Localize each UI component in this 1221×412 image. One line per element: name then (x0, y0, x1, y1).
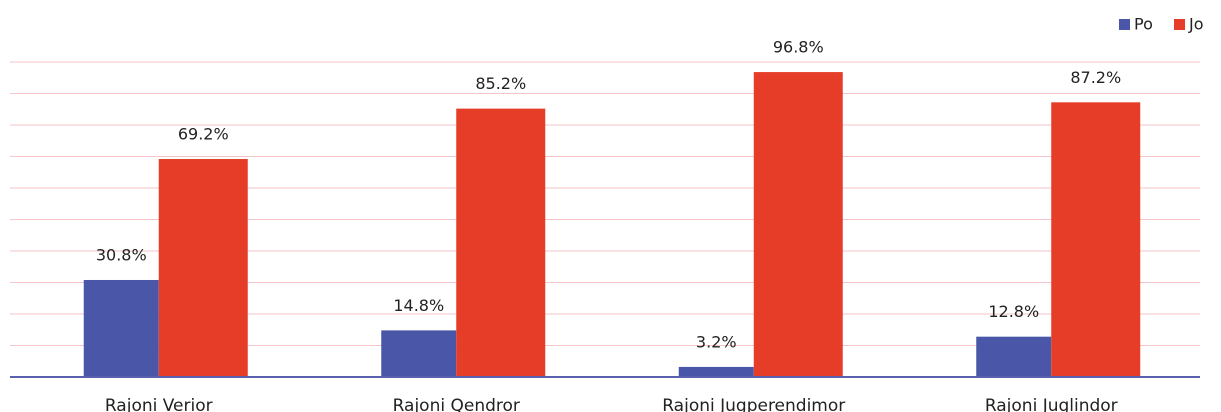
bar (1051, 102, 1141, 377)
data-label: 85.2% (475, 74, 526, 93)
data-label: 87.2% (1070, 68, 1121, 87)
x-tick-label: Rajoni Jugperendimor (662, 396, 845, 412)
bar (456, 108, 546, 378)
legend-label: Po (1134, 15, 1153, 34)
x-tick-label: Rajoni Juglindor (985, 396, 1118, 412)
x-tick-label: Rajoni Verior (105, 396, 213, 412)
data-label: 14.8% (393, 296, 444, 315)
data-label: 96.8% (773, 38, 824, 57)
bar (158, 159, 248, 377)
legend-label: Jo (1188, 15, 1204, 34)
bar (753, 72, 843, 377)
x-tick-label: Rajoni Qendror (393, 396, 520, 412)
legend-swatch (1119, 19, 1130, 30)
data-label: 69.2% (178, 125, 229, 144)
bar (678, 366, 754, 377)
data-label: 12.8% (988, 302, 1039, 321)
legend-swatch (1174, 19, 1185, 30)
bar (381, 330, 457, 377)
bar (976, 336, 1052, 377)
bar (83, 279, 159, 377)
data-label: 30.8% (96, 245, 147, 264)
data-label: 3.2% (696, 332, 737, 351)
